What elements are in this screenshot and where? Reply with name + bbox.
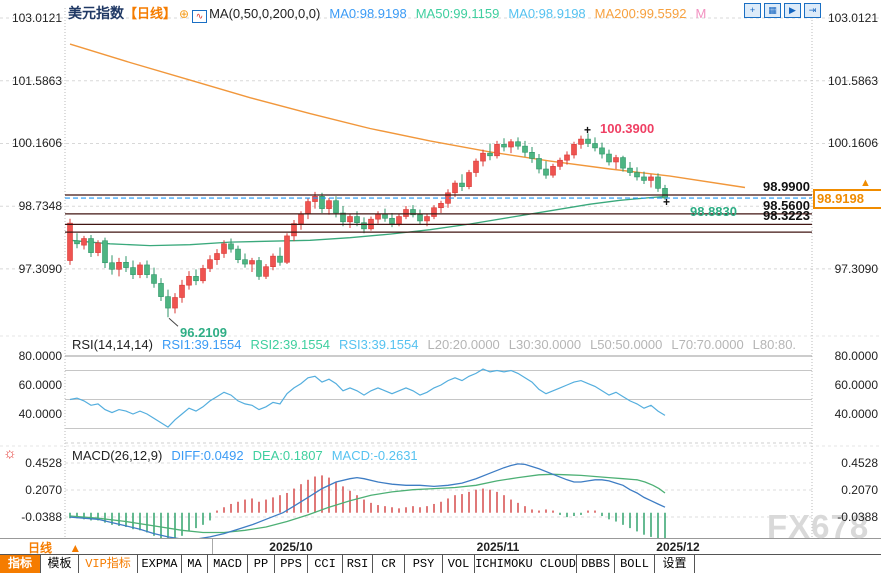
rsi-value: RSI2:39.1554 <box>250 337 330 352</box>
period-arrow-icon: ▲ <box>69 541 82 555</box>
chart-header: 美元指数【日线】 ⊕ ∿ MA(0,50,0,200,0,0) MA0:98.9198 M… <box>68 3 706 23</box>
date-axis: 日线 ▲ 2025/10 2025/11 2025/12 <box>0 538 881 555</box>
toolbar-tab-12[interactable]: PSY <box>405 555 443 573</box>
toolbar-tab-1[interactable]: 指标 <box>0 555 41 573</box>
crosshair-marker: + <box>663 194 671 209</box>
rsi-header: RSI(14,14,14) RSI1:39.1554 RSI2:39.1554 RSI… <box>72 337 796 352</box>
ma-value: MA0:98.9198 <box>329 6 407 21</box>
macd-value: DIFF:0.0492 <box>171 448 244 463</box>
last-price-tag: 98.9198 <box>813 189 881 209</box>
ma-value: MA0:98.9198 <box>508 6 586 21</box>
indicator-toolbar: 指标 模板 VIP指标 EXPMA MA MACD PP PPS CCI RSI CR PSY VOL I… <box>0 554 881 573</box>
macd-header: MACD(26,12,9) DIFF:0.0492 DEA:0.1807 MACD:-… <box>72 448 418 463</box>
ma-settings-label: MA(0,50,0,200,0,0) <box>209 6 321 21</box>
toolbar-tab-6[interactable]: MACD <box>208 555 248 573</box>
scroll-to-latest-icon[interactable]: ▲ <box>860 177 871 189</box>
rsi-value: RSI1:39.1554 <box>161 337 242 352</box>
y-axis-label-right: 100.1606 <box>827 136 878 151</box>
window-toolbar-icons: + ▦ ▶ ⇥ <box>744 3 821 18</box>
toolbar-tab-2[interactable]: 模板 <box>41 555 79 573</box>
toolbar-tab-13[interactable]: VOL <box>443 555 475 573</box>
y-axis-label-left: 97.3090 <box>18 261 62 276</box>
macd-axis-label-right: 0.2070 <box>841 483 878 497</box>
macd-axis-label-right: -0.0388 <box>837 510 878 524</box>
macd-axis-label-left: -0.0388 <box>21 510 62 524</box>
y-axis-label-right: 101.5863 <box>827 73 878 88</box>
toolbar-tab-4[interactable]: EXPMA <box>138 555 182 573</box>
price-line-label: 98.3223 <box>763 208 810 224</box>
y-axis-label-left: 103.0121 <box>11 11 62 25</box>
exit-icon[interactable]: ⇥ <box>804 3 821 18</box>
ma-value: M <box>695 6 707 21</box>
rsi-level-label: L80:80. <box>752 337 797 352</box>
rsi-value: RSI3:39.1554 <box>338 337 419 352</box>
rsi-axis-label-right: 80.0000 <box>834 349 878 363</box>
watermark: FX678 <box>767 508 870 545</box>
toolbar-spacer <box>695 555 881 573</box>
y-axis-label-left: 100.1606 <box>11 136 62 151</box>
macd-value: MACD:-0.2631 <box>331 448 418 463</box>
period-selector[interactable]: 日线 ▲ <box>0 539 213 555</box>
macd-axis-label-left: 0.4528 <box>25 456 62 470</box>
ma-value: MA200:99.5592 <box>594 6 687 21</box>
toolbar-tab-16[interactable]: BOLL <box>615 555 655 573</box>
toolbar-tab-5[interactable]: MA <box>182 555 208 573</box>
date-label: 2025/11 <box>476 540 520 554</box>
add-overlay-icon[interactable]: ⊕ <box>179 7 190 21</box>
y-axis-label-left: 98.7348 <box>18 199 62 214</box>
macd-axis-label-left: 0.2070 <box>25 483 62 497</box>
pan-icon[interactable]: + <box>744 3 761 18</box>
chart-canvas[interactable] <box>0 0 881 538</box>
ma-value: MA50:99.1159 <box>415 6 500 21</box>
price-line-label: 98.9900 <box>763 178 810 194</box>
toolbar-tab-9[interactable]: CCI <box>308 555 343 573</box>
crosshair-mode-icon[interactable]: ☼ <box>3 445 17 462</box>
toolbar-tab-14[interactable]: ICHIMOKU CLOUD <box>475 555 577 573</box>
toolbar-tab-3[interactable]: VIP指标 <box>79 555 138 573</box>
rsi-axis-label-right: 60.0000 <box>834 378 878 392</box>
toolbar-tab-11[interactable]: CR <box>373 555 405 573</box>
macd-value: DEA:0.1807 <box>252 448 323 463</box>
low-annotation: 96.2109 <box>180 325 227 341</box>
rsi-axis-label-left: 80.0000 <box>18 349 62 363</box>
rsi-axis-label-left: 40.0000 <box>18 407 62 421</box>
line-chart-icon[interactable]: ▶ <box>784 3 801 18</box>
rsi-level-label: L30:30.0000 <box>508 337 582 352</box>
rsi-level-label: L20:20.0000 <box>427 337 500 352</box>
high-annotation: 100.3900 <box>600 121 655 137</box>
rsi-level-label: L50:50.0000 <box>590 337 663 352</box>
rsi-level-label: L70:70.0000 <box>671 337 744 352</box>
price-line-label: 98.5600 <box>763 197 810 213</box>
crosshair-marker: + <box>584 123 592 138</box>
rsi-axis-label-right: 40.0000 <box>834 407 878 421</box>
y-axis-label-left: 101.5863 <box>11 73 62 88</box>
period-label: 【日线】 <box>124 6 177 21</box>
y-axis-label-right: 103.0121 <box>827 11 878 25</box>
bar-chart-icon[interactable]: ▦ <box>764 3 781 18</box>
ma-values: MA0:98.9198 MA50:99.1159 MA0:98.9198 MA200:… <box>320 6 706 21</box>
macd-name: MACD(26,12,9) <box>72 448 163 463</box>
last-low-annotation: 98.8830 <box>690 203 737 219</box>
toolbar-tab-17[interactable]: 设置 <box>655 555 695 573</box>
toolbar-tab-15[interactable]: DBBS <box>577 555 615 573</box>
date-label: 2025/10 <box>269 540 313 554</box>
rsi-name: RSI(14,14,14) <box>72 337 153 352</box>
toolbar-tab-10[interactable]: RSI <box>343 555 373 573</box>
rsi-axis-label-left: 60.0000 <box>18 378 62 392</box>
toolbar-tab-8[interactable]: PPS <box>275 555 308 573</box>
toolbar-tab-7[interactable]: PP <box>248 555 275 573</box>
mini-chart-icon[interactable]: ∿ <box>192 10 208 23</box>
macd-axis-label-right: 0.4528 <box>841 456 878 470</box>
date-label: 2025/12 <box>656 540 700 554</box>
instrument-title: 美元指数 <box>68 5 124 21</box>
y-axis-label-right: 97.3090 <box>834 261 878 276</box>
